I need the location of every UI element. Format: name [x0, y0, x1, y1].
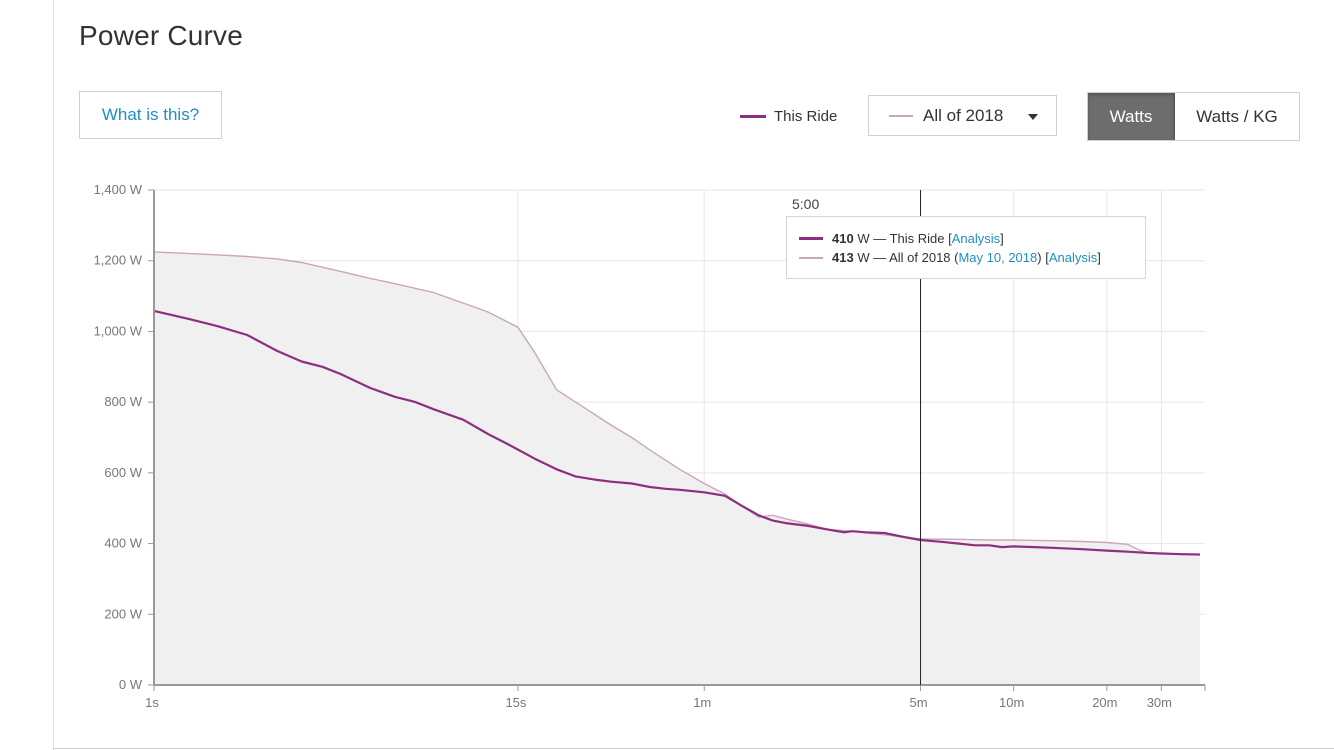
tooltip-ride-text: W — This Ride [ [853, 231, 952, 246]
what-is-this-button[interactable]: What is this? [79, 91, 222, 139]
this-ride-line [153, 309, 1201, 556]
cursor-time-label: 5:00 [792, 196, 820, 212]
year-analysis-link[interactable]: Analysis [1048, 250, 1098, 265]
all-of-2018-area [154, 251, 1200, 685]
page-left-divider [53, 0, 54, 750]
tooltip-ride-value: 410 [832, 231, 854, 246]
page-title: Power Curve [79, 20, 244, 51]
tooltip-year-text: W — All of 2018 ( [853, 250, 959, 265]
x-tick-label: 20m [1092, 695, 1117, 710]
unit-toggle[interactable]: Watts Watts / KG [1087, 92, 1300, 141]
tooltip-year-close: ] [1097, 250, 1101, 265]
compare-swatch [889, 114, 913, 117]
x-tick-label: 10m [999, 695, 1024, 710]
this-ride-swatch [740, 114, 766, 118]
chevron-down-icon[interactable] [1028, 114, 1038, 120]
tooltip-ride-close: ] [1000, 231, 1004, 246]
x-tick-label: 5m [910, 695, 928, 710]
this-ride-swatch [799, 237, 823, 240]
all-of-2018-swatch [799, 256, 823, 259]
y-tick-label: 1,200 W [94, 253, 143, 268]
y-tick-label: 800 W [104, 394, 142, 409]
page-bottom-divider [53, 748, 1334, 749]
tooltip-row-this-ride: 410 W — This Ride [ Analysis ] [799, 229, 1145, 248]
y-tick-label: 200 W [104, 606, 142, 621]
tooltip-year-value: 413 [832, 250, 854, 265]
ride-analysis-link[interactable]: Analysis [951, 231, 1001, 246]
x-tick-label: 15s [505, 695, 526, 710]
unit-watts-per-kg-button[interactable]: Watts / KG [1175, 93, 1299, 140]
compare-period-value: All of 2018 [923, 105, 1004, 125]
best-effort-date-link[interactable]: May 10, 2018 [958, 250, 1038, 265]
legend-this-ride-label: This Ride [774, 107, 838, 125]
unit-watts-button[interactable]: Watts [1088, 93, 1175, 140]
y-tick-label: 400 W [104, 536, 142, 551]
legend-this-ride: This Ride [740, 106, 837, 126]
y-tick-label: 1,000 W [94, 323, 143, 338]
x-tick-label: 1s [145, 695, 159, 710]
y-tick-label: 600 W [104, 465, 142, 480]
tooltip-year-mid: ) [ [1037, 250, 1049, 265]
x-tick-label: 1m [693, 695, 711, 710]
hover-tooltip: 410 W — This Ride [ Analysis ] 413 W — A… [786, 216, 1146, 279]
x-tick-label: 30m [1147, 695, 1172, 710]
y-tick-label: 0 W [119, 677, 143, 692]
compare-period-select[interactable]: All of 2018 [868, 95, 1057, 136]
tooltip-row-all-of-2018: 413 W — All of 2018 ( May 10, 2018 ) [ A… [799, 248, 1145, 267]
y-tick-label: 1,400 W [94, 182, 143, 197]
